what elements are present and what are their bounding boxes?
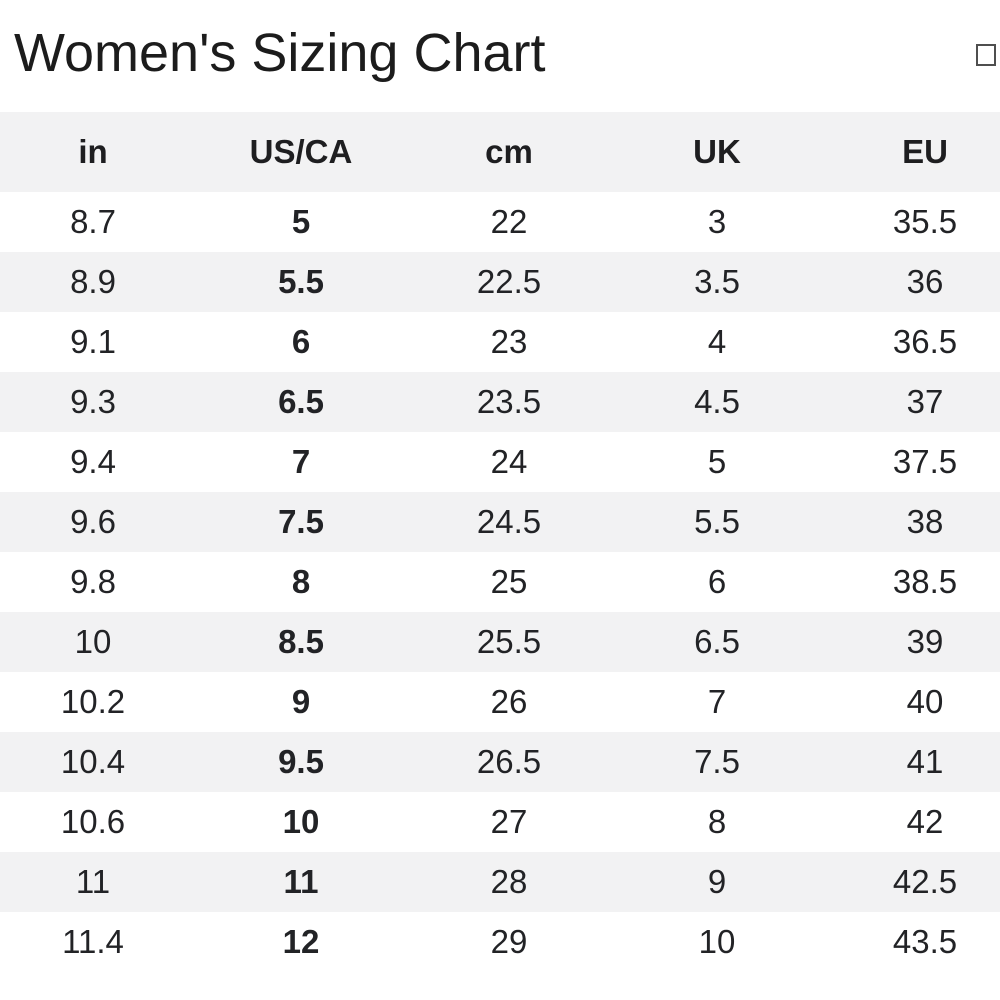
cell-eu: 41 xyxy=(821,732,1000,792)
table-header: in US/CA cm UK EU xyxy=(0,112,1000,192)
table-row: 8.9 5.5 22.5 3.5 36 xyxy=(0,252,1000,312)
table-row: 10.6 10 27 8 42 xyxy=(0,792,1000,852)
table-row: 9.8 8 25 6 38.5 xyxy=(0,552,1000,612)
cell-usca: 6.5 xyxy=(197,372,405,432)
cell-in: 9.3 xyxy=(0,372,197,432)
table-row: 10 8.5 25.5 6.5 39 xyxy=(0,612,1000,672)
table-row: 8.7 5 22 3 35.5 xyxy=(0,192,1000,252)
cell-cm: 27 xyxy=(490,803,528,840)
table-row: 10.2 9 26 7 40 xyxy=(0,672,1000,732)
column-header-eu: EU xyxy=(821,112,1000,192)
table-row: 10.4 9.5 26.5 7.5 41 xyxy=(0,732,1000,792)
cell-uk: 9 xyxy=(613,852,821,912)
cell-uk: 7.5 xyxy=(613,732,821,792)
cell-cm: 22.5 xyxy=(405,252,613,312)
cell-in: 11.4 xyxy=(62,923,124,960)
cell-usca: 7 xyxy=(291,443,311,480)
cell-cm: 23.5 xyxy=(405,372,613,432)
cell-eu: 39 xyxy=(821,612,1000,672)
column-header-in: in xyxy=(0,112,197,192)
cell-uk: 6 xyxy=(707,563,727,600)
table-body: 8.7 5 22 3 35.5 8.9 5.5 22.5 3.5 36 9.1 6 23 4 36.5 9.3… xyxy=(0,192,1000,972)
cell-cm: 24 xyxy=(490,443,528,480)
cell-cm: 25 xyxy=(490,563,528,600)
cell-uk: 5 xyxy=(707,443,727,480)
cell-uk: 7 xyxy=(707,683,727,720)
cell-uk: 6.5 xyxy=(613,612,821,672)
cell-uk: 5.5 xyxy=(613,492,821,552)
cell-eu: 40 xyxy=(906,683,944,720)
cell-usca: 10 xyxy=(282,803,320,840)
cell-uk: 4.5 xyxy=(613,372,821,432)
column-header-uk: UK xyxy=(613,112,821,192)
table-row: 11.4 12 29 10 43.5 xyxy=(0,912,1000,972)
cell-eu: 35.5 xyxy=(892,203,958,240)
cell-usca: 9.5 xyxy=(197,732,405,792)
cell-in: 9.4 xyxy=(70,443,116,480)
cell-eu: 42.5 xyxy=(821,852,1000,912)
cell-uk: 3 xyxy=(707,203,727,240)
cell-eu: 36 xyxy=(821,252,1000,312)
cell-usca: 9 xyxy=(291,683,311,720)
cell-uk: 4 xyxy=(707,323,727,360)
cell-in: 9.8 xyxy=(70,563,116,600)
cell-usca: 12 xyxy=(282,923,320,960)
sizing-table: in US/CA cm UK EU 8.7 5 22 3 35.5 8.9 5.5 22.5 3… xyxy=(0,112,1000,972)
cell-cm: 26.5 xyxy=(405,732,613,792)
table-row: 9.1 6 23 4 36.5 xyxy=(0,312,1000,372)
cell-cm: 29 xyxy=(490,923,528,960)
cell-usca: 11 xyxy=(197,852,405,912)
cell-cm: 26 xyxy=(490,683,528,720)
cell-cm: 25.5 xyxy=(405,612,613,672)
cell-in: 11 xyxy=(0,852,197,912)
cell-cm: 23 xyxy=(490,323,528,360)
table-row: 9.4 7 24 5 37.5 xyxy=(0,432,1000,492)
cell-uk: 3.5 xyxy=(613,252,821,312)
cell-eu: 38.5 xyxy=(892,563,958,600)
cell-usca: 8.5 xyxy=(197,612,405,672)
cell-in: 8.7 xyxy=(70,203,116,240)
cell-uk: 8 xyxy=(707,803,727,840)
table-row: 11 11 28 9 42.5 xyxy=(0,852,1000,912)
cell-usca: 5 xyxy=(291,203,311,240)
cell-eu: 37 xyxy=(821,372,1000,432)
cell-in: 9.1 xyxy=(70,323,116,360)
table-row: 9.6 7.5 24.5 5.5 38 xyxy=(0,492,1000,552)
cell-in: 10.6 xyxy=(60,803,126,840)
table-row: 9.3 6.5 23.5 4.5 37 xyxy=(0,372,1000,432)
cell-usca: 6 xyxy=(291,323,311,360)
column-header-usca: US/CA xyxy=(197,112,405,192)
cell-in: 10.4 xyxy=(0,732,197,792)
cell-in: 10.2 xyxy=(60,683,126,720)
cell-cm: 28 xyxy=(405,852,613,912)
cell-cm: 24.5 xyxy=(405,492,613,552)
cell-eu: 36.5 xyxy=(892,323,958,360)
cell-in: 10 xyxy=(0,612,197,672)
table-header-row: in US/CA cm UK EU xyxy=(0,112,1000,192)
cell-in: 8.9 xyxy=(0,252,197,312)
cell-usca: 5.5 xyxy=(197,252,405,312)
cell-eu: 37.5 xyxy=(892,443,958,480)
cell-usca: 8 xyxy=(291,563,311,600)
cell-cm: 22 xyxy=(490,203,528,240)
cell-eu: 38 xyxy=(821,492,1000,552)
cell-in: 9.6 xyxy=(0,492,197,552)
empty-box-icon[interactable] xyxy=(976,44,996,66)
cell-eu: 42 xyxy=(906,803,944,840)
cell-usca: 7.5 xyxy=(197,492,405,552)
cell-eu: 43.5 xyxy=(892,923,958,960)
page-title: Women's Sizing Chart xyxy=(14,23,546,83)
cell-uk: 10 xyxy=(698,923,736,960)
column-header-cm: cm xyxy=(405,112,613,192)
